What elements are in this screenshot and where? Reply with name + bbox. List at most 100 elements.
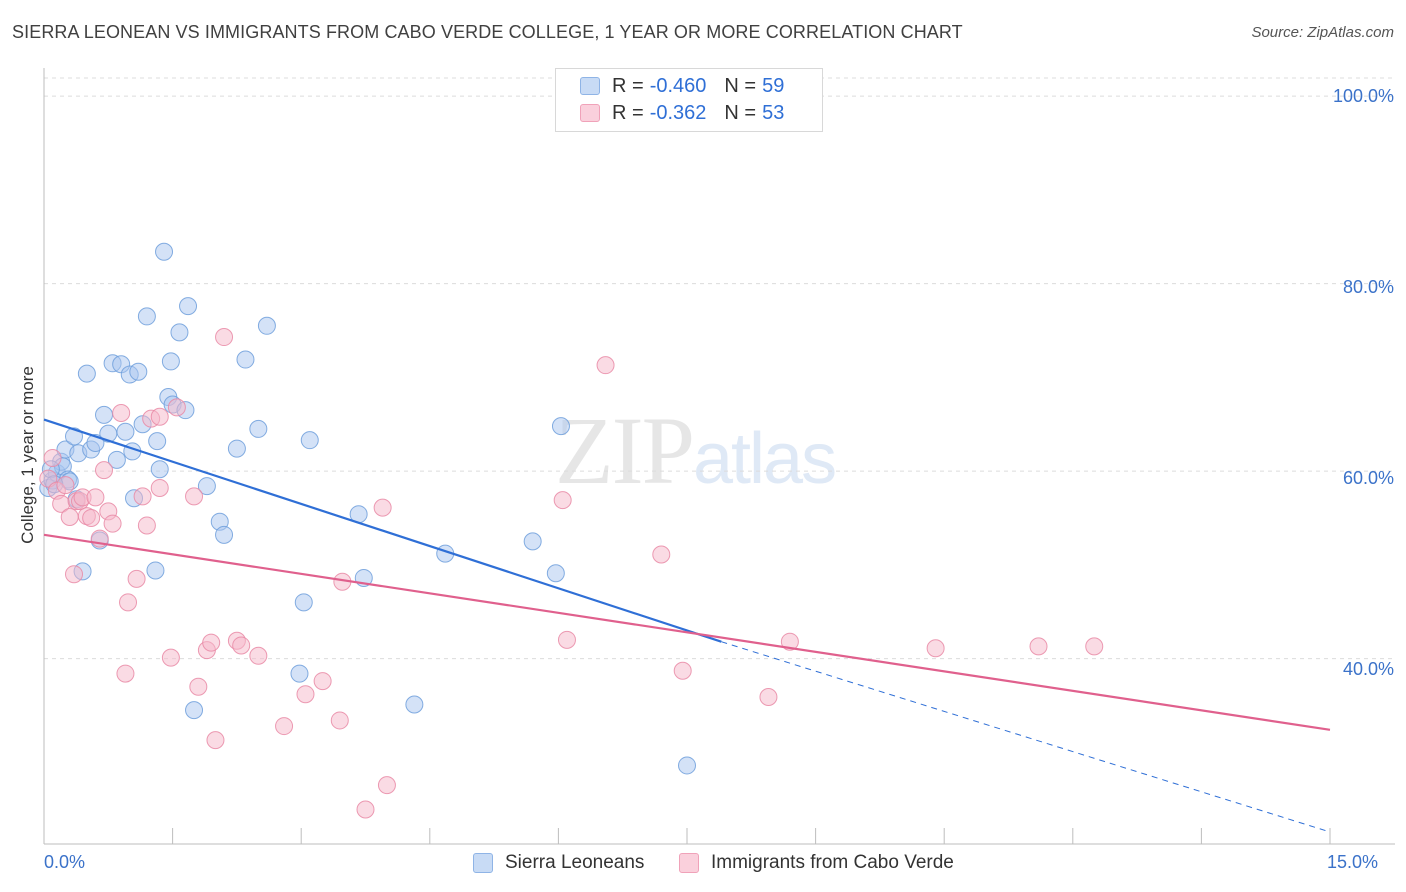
chart-title: SIERRA LEONEAN VS IMMIGRANTS FROM CABO V… [12, 22, 963, 42]
cabo-verde-point [373, 498, 392, 517]
cabo-verde-trend-line [43, 533, 1331, 731]
sierra-leonean-point [546, 564, 565, 583]
sierra-leonean-point [257, 316, 276, 335]
legend-item-cabo-verde: Immigrants from Cabo Verde [679, 852, 954, 874]
sierra-leonean-trend-line [43, 418, 722, 643]
cabo-verde-point [82, 508, 101, 527]
legend-swatch-blue [473, 853, 493, 873]
sierra-leonean-point [300, 431, 319, 450]
sierra-leonean-point [185, 701, 204, 720]
sierra-leonean-point [290, 664, 309, 683]
legend-label: Sierra Leoneans [505, 852, 645, 873]
cabo-verde-point [39, 469, 58, 488]
watermark-zip: ZIP [555, 397, 695, 504]
sierra-leonean-point [170, 323, 189, 342]
cabo-verde-point [112, 403, 131, 422]
r-label: R = [612, 74, 644, 97]
cabo-verde-point [189, 677, 208, 696]
sierra-leonean-trend-extension [721, 641, 1331, 833]
r-value: -0.362 [649, 101, 707, 124]
r-label: R = [612, 101, 644, 124]
cabo-verde-point [249, 646, 268, 665]
legend-swatch-pink [679, 853, 699, 873]
cabo-verde-point [232, 636, 251, 655]
sierra-leonean-point [155, 242, 174, 261]
sierra-leonean-point [95, 405, 114, 424]
n-value: 59 [762, 74, 785, 97]
legend-item-sierra-leoneans: Sierra Leoneans [473, 852, 644, 874]
sierra-leonean-point [65, 427, 84, 446]
r-value: -0.460 [649, 74, 707, 97]
sierra-leonean-point [137, 307, 156, 326]
cabo-verde-point [86, 488, 105, 507]
cabo-verde-point [596, 356, 615, 375]
sierra-leonean-point [294, 593, 313, 612]
cabo-verde-point [202, 633, 221, 652]
y-tick-label-100: 100.0% [1332, 86, 1394, 106]
cabo-verde-point [673, 661, 692, 680]
y-axis-label: College, 1 year or more [18, 366, 37, 544]
series-legend: Sierra Leoneans Immigrants from Cabo Ver… [0, 852, 1406, 878]
cabo-verde-point [65, 565, 84, 584]
cabo-verde-point [296, 685, 315, 704]
n-label: N = [724, 74, 757, 97]
cabo-verde-point [95, 461, 114, 480]
cabo-verde-point [161, 648, 180, 667]
watermark: ZIPatlas [555, 395, 837, 506]
n-value: 53 [762, 101, 785, 124]
cabo-verde-point [167, 398, 186, 417]
cabo-verde-point [116, 664, 135, 683]
legend-swatch-pink [580, 104, 600, 122]
sierra-leonean-point [146, 561, 165, 580]
sierra-leonean-point [678, 756, 696, 775]
cabo-verde-point [137, 516, 156, 535]
sierra-leonean-point [215, 525, 234, 544]
x-tick-label-min: 0.0% [44, 852, 86, 872]
cabo-verde-point [926, 639, 945, 658]
n-label: N = [724, 101, 757, 124]
cabo-verde-point [557, 630, 576, 649]
sierra-leonean-point [148, 432, 167, 451]
axes [43, 68, 1395, 845]
correlation-legend: R = -0.460 N = 59 R = -0.362 N = 53 [555, 68, 823, 132]
cabo-verde-point [103, 514, 122, 533]
cabo-verde-point [185, 487, 204, 506]
sierra-leonean-point [161, 352, 180, 371]
cabo-verde-point [356, 800, 375, 819]
cabo-verde-point [652, 545, 671, 564]
cabo-verde-point [215, 328, 234, 347]
cabo-verde-point [313, 672, 332, 691]
cabo-verde-point [56, 476, 75, 495]
cabo-verde-point [780, 632, 799, 651]
cabo-verde-point [1029, 637, 1048, 656]
sierra-leonean-point [523, 532, 542, 551]
data-points [39, 242, 1104, 819]
watermark-atlas: atlas [693, 419, 837, 499]
sierra-leonean-point [179, 297, 198, 316]
cabo-verde-point [127, 569, 146, 588]
sierra-leonean-point [107, 450, 126, 469]
cabo-verde-point [43, 448, 62, 467]
cabo-verde-point [150, 407, 169, 426]
sierra-leonean-point [236, 350, 255, 369]
sierra-leonean-point [116, 422, 135, 441]
legend-swatch-blue [580, 77, 600, 95]
legend-label: Immigrants from Cabo Verde [711, 852, 954, 873]
sierra-leonean-point [405, 695, 424, 714]
cabo-verde-point [133, 487, 152, 506]
cabo-verde-point [60, 508, 79, 527]
sierra-leonean-point [551, 417, 570, 436]
legend-row-cabo-verde: R = -0.362 N = 53 [580, 101, 784, 125]
y-tick-label-40: 40.0% [1342, 659, 1394, 679]
cabo-verde-point [330, 711, 349, 730]
y-tick-label-60: 60.0% [1342, 468, 1394, 488]
sierra-leonean-point [227, 439, 246, 458]
cabo-verde-point [553, 491, 572, 510]
legend-row-sierra-leoneans: R = -0.460 N = 59 [580, 74, 784, 98]
sierra-leonean-point [197, 477, 216, 496]
source-label: Source: ZipAtlas.com [1251, 24, 1394, 41]
trend-lines [43, 418, 1331, 833]
sierra-leonean-point [129, 362, 148, 381]
cabo-verde-point [150, 478, 169, 497]
